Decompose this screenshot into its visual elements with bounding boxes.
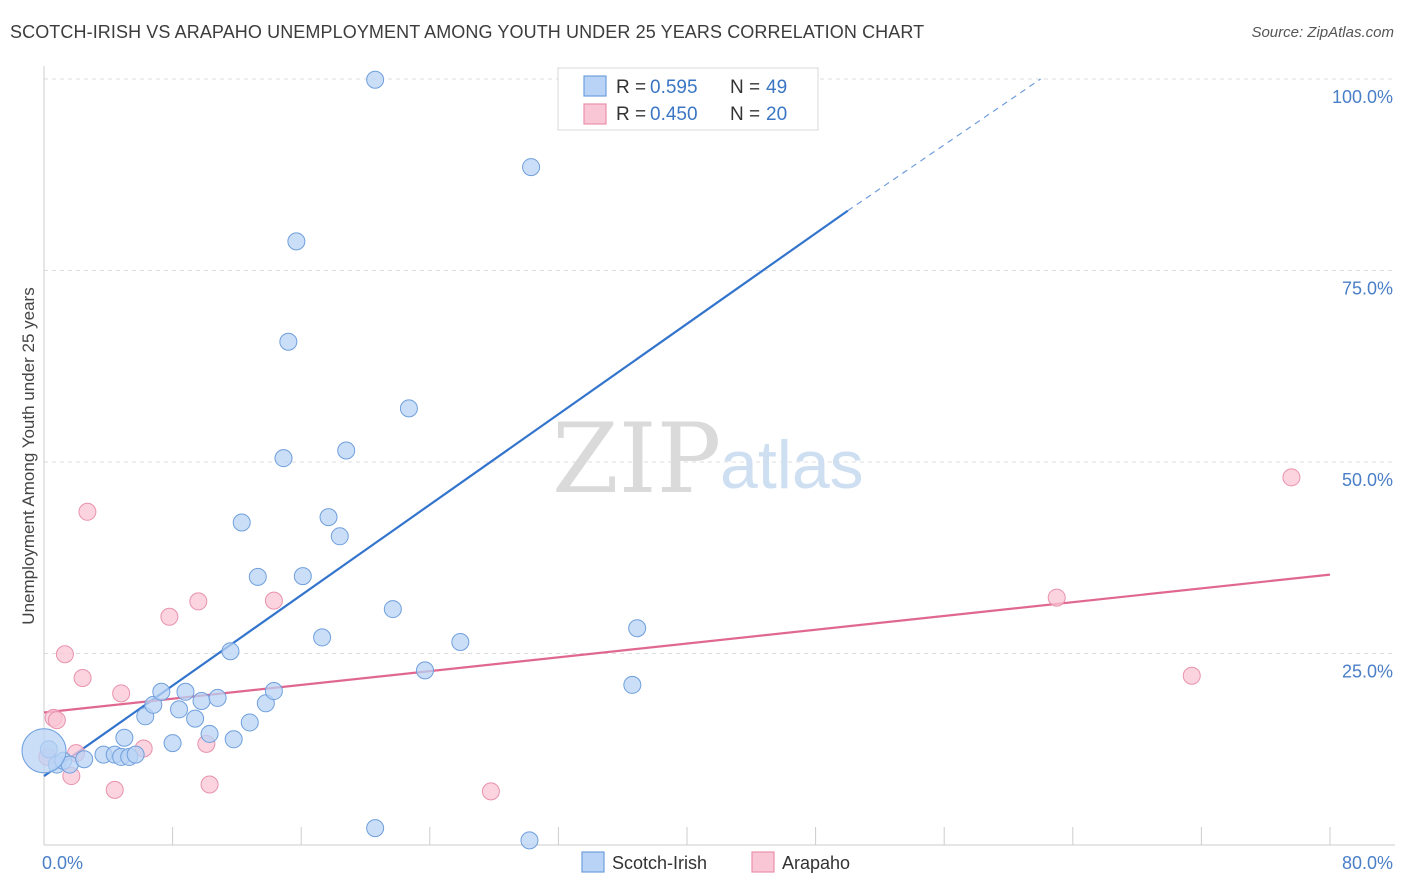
arapaho-point-18 (1182, 666, 1201, 685)
legend-swatch-scotch-irish (583, 75, 607, 97)
scotch-irish-point-40 (415, 661, 434, 680)
axes (43, 66, 1395, 846)
scotch-irish-point-30 (287, 232, 306, 251)
watermark: ZIP atlas (552, 403, 864, 515)
watermark-atlas: atlas (720, 427, 864, 503)
arapaho-point-12 (189, 592, 208, 611)
scotch-irish-point-23 (232, 513, 251, 532)
scotch-irish-point-15 (170, 700, 189, 719)
scotch-irish-point-46 (628, 619, 647, 638)
legend-n-label-arapaho: N = (730, 104, 760, 125)
bottom-legend: Scotch-Irish Arapaho (581, 851, 850, 873)
scotch-irish-point-20 (208, 688, 227, 707)
scotch-irish-point-13 (152, 682, 171, 701)
arapaho-point-15 (264, 591, 283, 610)
legend-r-label-arapaho: R = (616, 104, 646, 125)
legend-swatch-arapaho (583, 103, 607, 125)
scotch-irish-point-29 (279, 332, 298, 351)
scotch-irish-point-33 (319, 508, 338, 527)
bottom-legend-swatch-scotch-irish (581, 851, 605, 873)
arapaho-point-9 (112, 684, 131, 703)
scotch-irish-point-21 (221, 642, 240, 661)
scotch-irish-point-32 (313, 628, 332, 647)
scotch-irish-point-10 (126, 745, 145, 764)
scotch-irish-point-4 (75, 750, 94, 769)
arapaho-point-14 (200, 775, 219, 794)
chart-title: SCOTCH-IRISH VS ARAPAHO UNEMPLOYMENT AMO… (10, 22, 925, 42)
arapaho-point-6 (73, 669, 92, 688)
watermark-zip: ZIP (552, 403, 721, 515)
arapaho-point-11 (160, 607, 179, 626)
scotch-irish-point-39 (399, 399, 418, 418)
arapaho-point-2 (47, 711, 66, 730)
legend-r-label-scotch: R = (616, 77, 646, 98)
legend-n-label-scotch: N = (730, 77, 760, 98)
y-tick-label-0: 25.0% (1342, 662, 1393, 682)
source-label: Source: ZipAtlas.com (1251, 24, 1394, 41)
x-tick-label-1: 80.0% (1342, 853, 1393, 873)
y-tick-label-2: 75.0% (1342, 279, 1393, 299)
arapaho-point-19 (1282, 468, 1301, 487)
trend-lines (43, 78, 1331, 777)
scotch-irish-point-8 (115, 728, 134, 747)
scotch-irish-point-41 (451, 633, 470, 652)
scotch-irish-point-38 (383, 600, 402, 619)
scotch-irish-trend-extension (847, 78, 1041, 212)
legend-r-value-arapaho: 0.450 (650, 104, 698, 125)
scotch-irish-point-12 (144, 695, 163, 714)
arapaho-point-16 (481, 782, 500, 801)
scotch-irish-point-24 (240, 713, 259, 732)
grid-lines (44, 78, 1395, 654)
scotch-irish-point-34 (330, 527, 349, 546)
bottom-legend-label-arapaho: Arapaho (782, 853, 850, 873)
scotch-irish-point-18 (192, 691, 211, 710)
scotch-irish-point-19 (200, 724, 219, 743)
scotch-irish-point-48 (21, 728, 67, 774)
scotch-irish-point-22 (224, 730, 243, 749)
x-tick-label-0: 0.0% (42, 853, 83, 873)
arapaho-point-17 (1047, 588, 1066, 607)
bottom-legend-label-scotch-irish: Scotch-Irish (612, 853, 707, 873)
legend: R = 0.595 N = 49 R = 0.450 N = 20 (557, 67, 819, 131)
scotch-irish-point-43 (522, 158, 541, 177)
legend-n-value-scotch: 49 (766, 77, 787, 98)
bottom-legend-swatch-arapaho (751, 851, 775, 873)
scotch-irish-point-17 (186, 709, 205, 728)
scotch-irish-point-25 (248, 567, 267, 586)
arapaho-point-8 (105, 780, 124, 799)
tick-labels: 25.0% 50.0% 75.0% 100.0% 0.0% 80.0% (42, 87, 1393, 873)
scotch-irish-point-31 (293, 567, 312, 586)
scotch-irish-point-37 (366, 70, 385, 89)
scotch-irish-point-27 (264, 682, 283, 701)
arapaho-point-3 (55, 645, 74, 664)
scotch-irish-point-28 (274, 449, 293, 468)
scotch-irish-point-35 (337, 441, 356, 460)
arapaho-point-7 (78, 502, 97, 521)
scotch-irish-point-42 (520, 831, 539, 850)
arapaho-trend-line (43, 573, 1331, 714)
data-points (21, 70, 1301, 850)
scotch-irish-trend-line (43, 209, 849, 777)
legend-r-value-scotch: 0.595 (650, 77, 698, 98)
scotch-irish-point-45 (623, 675, 642, 694)
y-tick-label-3: 100.0% (1332, 87, 1393, 107)
y-axis-label: Unemployment Among Youth under 25 years (19, 287, 38, 624)
legend-n-value-arapaho: 20 (766, 104, 787, 125)
scotch-irish-point-16 (176, 682, 195, 701)
scotch-irish-point-14 (163, 734, 182, 753)
y-tick-label-1: 50.0% (1342, 470, 1393, 490)
scotch-irish-point-36 (366, 819, 385, 838)
